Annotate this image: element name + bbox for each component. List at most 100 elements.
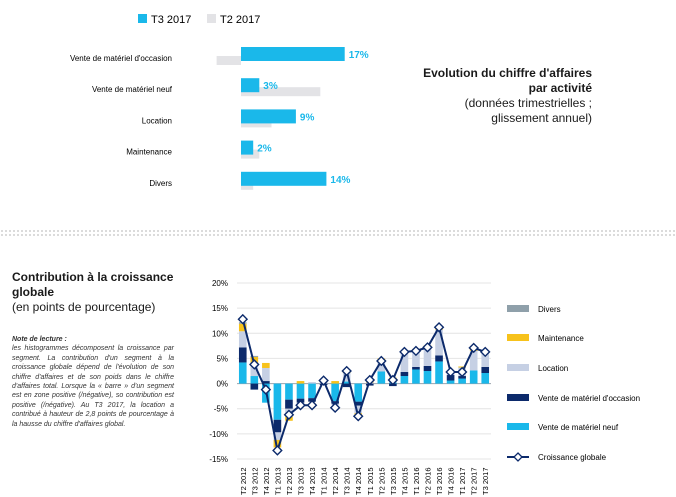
bar-vente-de-materiel-neuf [354,383,363,402]
bar-t3-2017 [241,109,296,124]
y-tick-label: 20% [212,279,228,288]
bar-maintenance [238,323,247,332]
growth-marker [364,374,376,386]
x-tick-label: T1 2017 [458,467,467,495]
data-label: 3% [263,81,278,92]
x-tick-label: T3 2013 [297,467,306,495]
activity-bar-chart: T3 2017 T2 2017 Vente de matériel d'occa… [70,14,369,190]
y-tick-label: 15% [212,304,228,313]
bar-vente-de-materiel-neuf [250,376,259,384]
data-label: 2% [257,144,272,155]
bar-maintenance [296,381,305,384]
x-tick-label: T3 2014 [343,467,352,495]
reading-note-title: Note de lecture : [12,336,67,343]
bar-t3-2017 [241,78,260,93]
bar-location [308,382,316,384]
reading-note-text: les histogrammes décomposent la croissan… [12,345,174,428]
bar-vente-de-materiel-neuf [273,383,282,420]
x-tick-label: T3 2012 [250,467,259,495]
top-bars: Vente de matériel d'occasion 17% Vente de … [70,47,369,190]
growth-marker [445,366,456,378]
x-tick-label: T1 2015 [366,467,375,495]
bar-vente-de-materiel-neuf [435,361,443,384]
bar-maintenance [262,362,270,368]
legend-label-divers: Divers [538,305,561,314]
bar-vente-de-materiel-d-occasion [412,366,420,370]
bar-vente-de-materiel-neuf [377,371,386,384]
legend-label-vente-de-materiel-neuf: Vente de matériel neuf [538,423,619,432]
x-tick-label: T1 2016 [412,467,421,495]
activity-chart-title-bold: Evolution du chiffre d'affaires par acti… [423,66,592,95]
contribution-chart-title-sub: (en points de pourcentage) [12,300,156,314]
bar-location [342,373,351,382]
category-label: Vente de matériel neuf [92,85,173,94]
y-axis-labels: 20% 15% 10% 5% 0% -5% -10% -15% [209,279,228,464]
legend-swatch-maintenance [507,334,529,341]
growth-marker [387,374,399,386]
activity-chart-title-sub: (données trimestrielles ; glissement ann… [464,96,592,125]
growth-marker [306,399,318,411]
bar-location [354,405,363,414]
top-legend: T3 2017 T2 2017 [138,14,260,26]
bar-location [412,349,420,367]
bar-vente-de-materiel-neuf [342,381,351,384]
y-tick-label: 10% [212,329,228,338]
growth-marker [399,346,410,358]
bar-location [273,432,282,440]
category-label: Location [142,116,172,125]
bar-maintenance [331,381,339,384]
growth-marker [329,402,341,413]
growth-marker [410,345,422,357]
y-tick-label: 5% [216,354,228,363]
bar-location [400,352,409,373]
x-tick-label: T2 2017 [470,467,479,495]
growth-marker [456,366,468,378]
stacked-bars [238,322,490,448]
x-tick-label: T4 2015 [400,467,409,495]
data-label: 9% [300,112,315,123]
x-tick-label: T3 2016 [435,467,444,495]
legend-marker-croissance-globale [513,452,523,462]
growth-marker [283,409,295,421]
y-tick-label: -5% [214,405,228,414]
reading-note: Note de lecture : les histogrammes décom… [12,335,174,429]
data-label: 17% [349,50,369,61]
x-tick-label: T4 2013 [308,467,317,495]
x-tick-label: T4 2014 [354,467,363,495]
x-tick-label: T2 2014 [331,467,340,495]
category-label: Vente de matériel d'occasion [70,54,172,63]
bar-vente-de-materiel-d-occasion [342,383,351,388]
x-tick-label: T3 2017 [481,467,490,495]
legend-label-maintenance: Maintenance [538,334,584,343]
legend-swatch-vente-de-materiel-d-occasion [507,394,529,401]
legend-label-t2-2017: T2 2017 [220,14,260,26]
bar-vente-de-materiel-d-occasion [400,372,409,377]
legend-swatch-t2-2017 [207,14,216,23]
x-tick-label: T1 2014 [320,467,329,495]
bar-vente-de-materiel-d-occasion [423,365,432,371]
bar-t3-2017 [241,140,254,155]
growth-marker [422,342,433,353]
growth-marker [260,384,272,395]
growth-polyline [241,318,486,451]
bar-location [262,367,270,382]
growth-marker [468,342,479,354]
bar-vente-de-materiel-d-occasion [435,355,443,362]
growth-marker [318,375,329,386]
legend-swatch-divers [507,305,529,312]
growth-marker [376,355,387,367]
growth-marker [249,359,260,370]
bar-vente-de-materiel-neuf [331,383,339,402]
growth-marker [479,346,491,358]
growth-marker [341,365,352,377]
bar-maintenance [273,439,282,448]
bar-vente-de-materiel-d-occasion [238,347,247,363]
bar-location [469,350,478,371]
contribution-chart-title-bold: Contribution à la croissance globale [12,270,174,299]
contribution-chart-title: Contribution à la croissance globale (en… [12,270,182,315]
legend-swatch-vente-de-materiel-neuf [507,423,529,430]
activity-chart-title: Evolution du chiffre d'affaires par acti… [420,66,592,126]
bar-vente-de-materiel-d-occasion [262,381,270,384]
bar-t3-2017 [241,47,345,61]
y-tick-label: -15% [209,455,228,464]
